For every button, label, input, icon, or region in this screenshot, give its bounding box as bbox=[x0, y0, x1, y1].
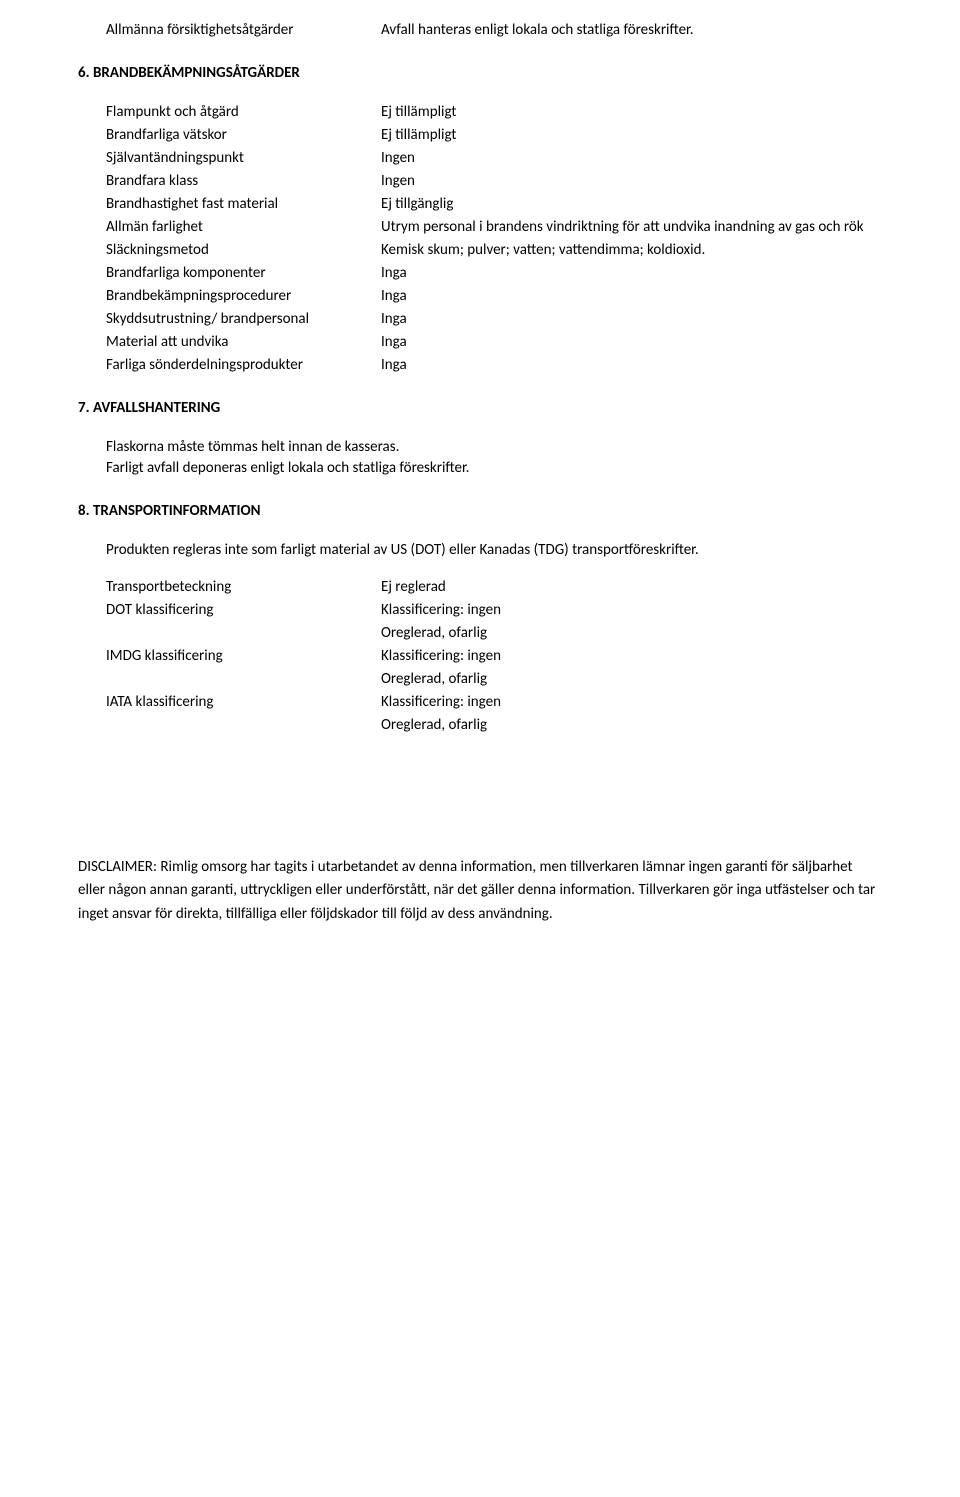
sec6-row: SläckningsmetodKemisk skum; pulver; vatt… bbox=[106, 240, 882, 261]
sec8-row: Oreglerad, ofarlig bbox=[106, 623, 882, 644]
sec6-row-label: Självantändningspunkt bbox=[106, 148, 381, 169]
sec6-row: SjälvantändningspunktIngen bbox=[106, 148, 882, 169]
sec6-row-label: Farliga sönderdelningsprodukter bbox=[106, 355, 381, 376]
sec6-row-value: Kemisk skum; pulver; vatten; vattendimma… bbox=[381, 240, 882, 261]
sec8-row: DOT klassificeringKlassificering: ingen bbox=[106, 600, 882, 621]
sec8-row-label: Transportbeteckning bbox=[106, 577, 381, 598]
sec8-row-label bbox=[106, 715, 381, 736]
sec6-row-label: Allmän farlighet bbox=[106, 217, 381, 238]
sec6-row-value: Inga bbox=[381, 309, 882, 330]
sec6-row-value: Inga bbox=[381, 263, 882, 284]
sec6-row: Flampunkt och åtgärdEj tillämpligt bbox=[106, 102, 882, 123]
sec8-row-value: Oreglerad, ofarlig bbox=[381, 669, 882, 690]
section-8-rows: TransportbeteckningEj regleradDOT klassi… bbox=[106, 577, 882, 736]
sec6-row: Brandfara klassIngen bbox=[106, 171, 882, 192]
sec6-row-value: Inga bbox=[381, 286, 882, 307]
sec8-row-label bbox=[106, 669, 381, 690]
sec8-row-value: Klassificering: ingen bbox=[381, 692, 882, 713]
sec8-row: TransportbeteckningEj reglerad bbox=[106, 577, 882, 598]
sec6-row-label: Brandhastighet fast material bbox=[106, 194, 381, 215]
sec6-row: BrandbekämpningsprocedurerInga bbox=[106, 286, 882, 307]
sec8-row-value: Oreglerad, ofarlig bbox=[381, 715, 882, 736]
sec7-line2: Farligt avfall deponeras enligt lokala o… bbox=[106, 458, 882, 479]
sec8-row-value: Oreglerad, ofarlig bbox=[381, 623, 882, 644]
sec8-row-value: Ej reglerad bbox=[381, 577, 882, 598]
sec8-row-label: IMDG klassificering bbox=[106, 646, 381, 667]
sec8-intro: Produkten regleras inte som farligt mate… bbox=[106, 540, 882, 561]
sec6-row-label: Släckningsmetod bbox=[106, 240, 381, 261]
section-7-body: Flaskorna måste tömmas helt innan de kas… bbox=[78, 437, 882, 479]
top-row-value: Avfall hanteras enligt lokala och statli… bbox=[381, 20, 882, 41]
sec6-row: Allmän farlighetUtrym personal i branden… bbox=[106, 217, 882, 238]
sec6-row-label: Skyddsutrustning/ brandpersonal bbox=[106, 309, 381, 330]
sec6-row-value: Utrym personal i brandens vindriktning f… bbox=[381, 217, 882, 238]
sec6-row-value: Inga bbox=[381, 355, 882, 376]
sec8-row-label bbox=[106, 623, 381, 644]
section-8-body: Produkten regleras inte som farligt mate… bbox=[78, 540, 882, 736]
sec6-row-value: Ej tillgänglig bbox=[381, 194, 882, 215]
sec8-row-label: IATA klassificering bbox=[106, 692, 381, 713]
sec6-row-label: Flampunkt och åtgärd bbox=[106, 102, 381, 123]
top-row: Allmänna försiktighetsåtgärder Avfall ha… bbox=[78, 20, 882, 41]
sec6-row: Farliga sönderdelningsprodukterInga bbox=[106, 355, 882, 376]
sec8-row-value: Klassificering: ingen bbox=[381, 646, 882, 667]
sec6-row-value: Ingen bbox=[381, 171, 882, 192]
section-7-heading: 7. AVFALLSHANTERING bbox=[78, 398, 882, 419]
sec8-row: IATA klassificeringKlassificering: ingen bbox=[106, 692, 882, 713]
sec6-row: Brandhastighet fast materialEj tillgängl… bbox=[106, 194, 882, 215]
sec6-row: Material att undvikaInga bbox=[106, 332, 882, 353]
section-8-heading: 8. TRANSPORTINFORMATION bbox=[78, 501, 882, 522]
sec6-row-value: Ej tillämpligt bbox=[381, 125, 882, 146]
sec8-row-value: Klassificering: ingen bbox=[381, 600, 882, 621]
sec8-row-label: DOT klassificering bbox=[106, 600, 381, 621]
section-6-heading: 6. BRANDBEKÄMPNINGSÅTGÄRDER bbox=[78, 63, 882, 84]
disclaimer: DISCLAIMER: Rimlig omsorg har tagits i u… bbox=[78, 856, 882, 926]
sec6-row-value: Inga bbox=[381, 332, 882, 353]
sec8-row: Oreglerad, ofarlig bbox=[106, 715, 882, 736]
sec6-row: Skyddsutrustning/ brandpersonalInga bbox=[106, 309, 882, 330]
section-6-body: Flampunkt och åtgärdEj tillämpligtBrandf… bbox=[78, 102, 882, 376]
sec8-row: Oreglerad, ofarlig bbox=[106, 669, 882, 690]
sec6-row-label: Brandfara klass bbox=[106, 171, 381, 192]
sec6-row: Brandfarliga vätskorEj tillämpligt bbox=[106, 125, 882, 146]
top-row-label: Allmänna försiktighetsåtgärder bbox=[106, 20, 381, 41]
sec6-row-label: Brandbekämpningsprocedurer bbox=[106, 286, 381, 307]
sec7-line1: Flaskorna måste tömmas helt innan de kas… bbox=[106, 437, 882, 458]
sec6-row-value: Ingen bbox=[381, 148, 882, 169]
sec6-row: Brandfarliga komponenterInga bbox=[106, 263, 882, 284]
sec6-row-label: Brandfarliga vätskor bbox=[106, 125, 381, 146]
sec6-row-label: Material att undvika bbox=[106, 332, 381, 353]
sec6-row-value: Ej tillämpligt bbox=[381, 102, 882, 123]
sec6-row-label: Brandfarliga komponenter bbox=[106, 263, 381, 284]
sec8-row: IMDG klassificeringKlassificering: ingen bbox=[106, 646, 882, 667]
